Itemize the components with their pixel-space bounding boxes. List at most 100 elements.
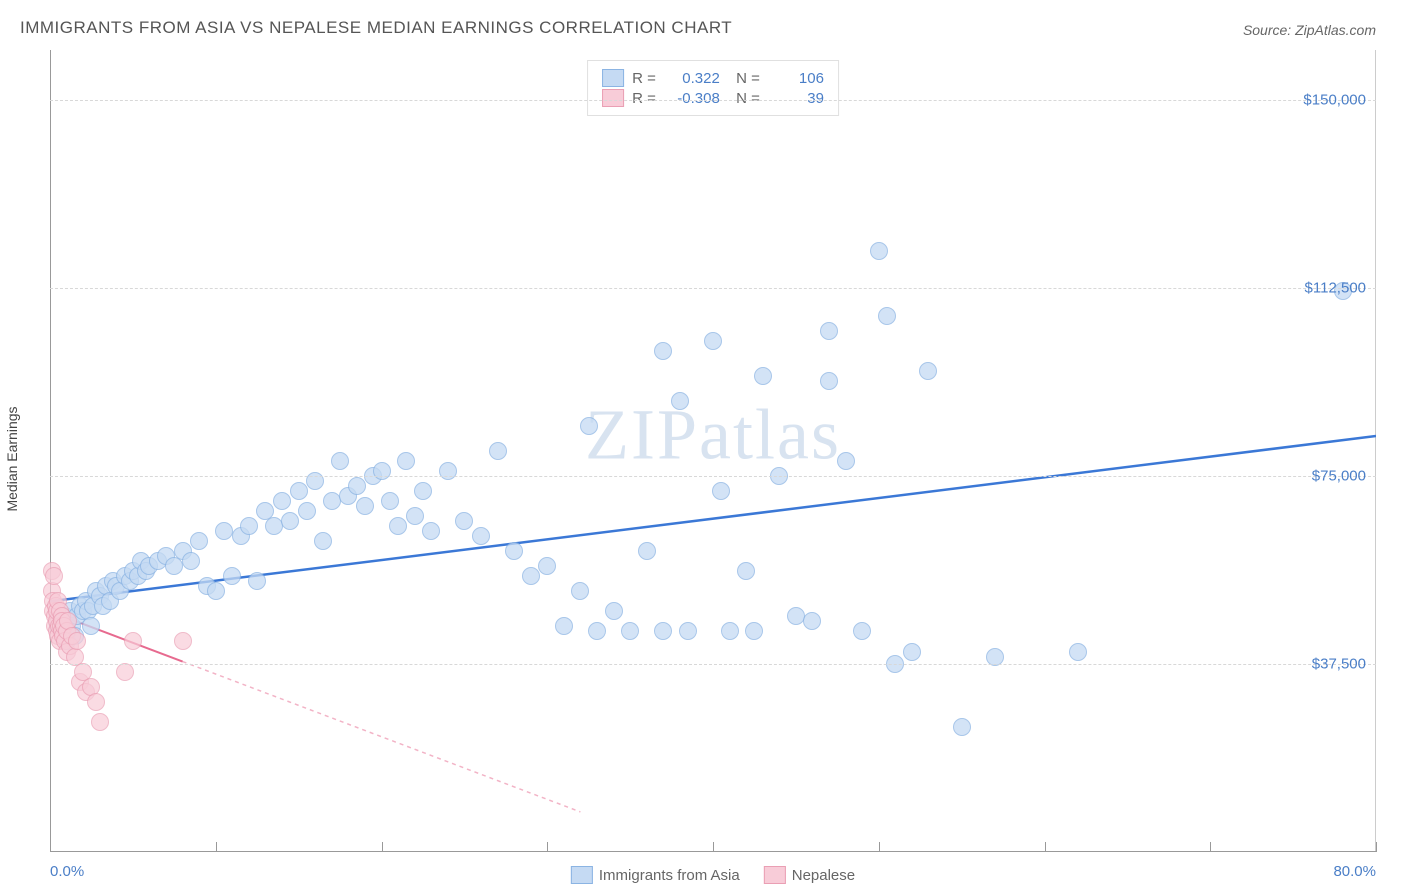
y-axis-label: Median Earnings	[4, 406, 20, 511]
scatter-point	[124, 632, 142, 650]
scatter-point	[68, 632, 86, 650]
scatter-point	[439, 462, 457, 480]
scatter-point	[190, 532, 208, 550]
x-tick	[547, 842, 548, 852]
r-value: 0.322	[664, 70, 720, 87]
x-tick	[1045, 842, 1046, 852]
scatter-point	[986, 648, 1004, 666]
scatter-point	[174, 632, 192, 650]
legend: Immigrants from AsiaNepalese	[571, 866, 855, 884]
y-tick-label: $150,000	[1303, 92, 1366, 109]
x-tick	[1210, 842, 1211, 852]
series-swatch	[602, 69, 624, 87]
scatter-point	[223, 567, 241, 585]
scatter-point	[671, 392, 689, 410]
scatter-point	[870, 242, 888, 260]
x-tick	[713, 842, 714, 852]
scatter-point	[679, 622, 697, 640]
scatter-point	[721, 622, 739, 640]
scatter-point	[919, 362, 937, 380]
x-tick	[50, 842, 51, 852]
legend-swatch	[764, 866, 786, 884]
series-swatch	[602, 89, 624, 107]
n-label: N =	[728, 70, 760, 87]
scatter-point	[538, 557, 556, 575]
n-value: 39	[768, 90, 824, 107]
scatter-point	[1069, 643, 1087, 661]
stats-row: R = 0.322 N = 106	[602, 69, 824, 87]
scatter-point	[754, 367, 772, 385]
scatter-point	[91, 713, 109, 731]
gridline	[50, 476, 1376, 477]
x-axis-start-label: 0.0%	[50, 863, 84, 880]
source-value: ZipAtlas.com	[1295, 22, 1376, 38]
plot-area	[50, 50, 1376, 852]
chart-container: Median Earnings ZIPatlas R =0.322 N =106…	[50, 50, 1376, 852]
scatter-point	[489, 442, 507, 460]
stats-box: R = 0.322 N = 106 R = -0.308 N = 39	[587, 60, 839, 116]
scatter-point	[837, 452, 855, 470]
x-tick	[1376, 842, 1377, 852]
r-label: R =	[632, 90, 656, 107]
source-attribution: Source: ZipAtlas.com	[1243, 22, 1376, 38]
scatter-point	[356, 497, 374, 515]
scatter-point	[381, 492, 399, 510]
scatter-point	[82, 617, 100, 635]
scatter-point	[787, 607, 805, 625]
trend-line-dashed	[183, 662, 581, 812]
n-label: N =	[728, 90, 760, 107]
legend-label: Nepalese	[792, 867, 855, 884]
scatter-point	[654, 622, 672, 640]
scatter-point	[555, 617, 573, 635]
scatter-point	[406, 507, 424, 525]
trend-lines-svg	[50, 50, 1376, 852]
scatter-point	[422, 522, 440, 540]
scatter-point	[803, 612, 821, 630]
scatter-point	[472, 527, 490, 545]
scatter-point	[298, 502, 316, 520]
scatter-point	[820, 372, 838, 390]
scatter-point	[331, 452, 349, 470]
scatter-point	[605, 602, 623, 620]
y-tick-label: $75,000	[1312, 468, 1366, 485]
scatter-point	[182, 552, 200, 570]
scatter-point	[820, 322, 838, 340]
scatter-point	[638, 542, 656, 560]
gridline	[50, 288, 1376, 289]
scatter-point	[45, 567, 63, 585]
scatter-point	[389, 517, 407, 535]
scatter-point	[505, 542, 523, 560]
scatter-point	[265, 517, 283, 535]
y-tick-label: $37,500	[1312, 656, 1366, 673]
x-tick	[382, 842, 383, 852]
n-value: 106	[768, 70, 824, 87]
chart-title: IMMIGRANTS FROM ASIA VS NEPALESE MEDIAN …	[20, 18, 732, 38]
scatter-point	[323, 492, 341, 510]
scatter-point	[712, 482, 730, 500]
scatter-point	[878, 307, 896, 325]
scatter-point	[348, 477, 366, 495]
source-label: Source:	[1243, 22, 1291, 38]
x-axis-end-label: 80.0%	[1333, 863, 1376, 880]
stats-row: R = -0.308 N = 39	[602, 89, 824, 107]
scatter-point	[580, 417, 598, 435]
r-label: R =	[632, 70, 656, 87]
r-value: -0.308	[664, 90, 720, 107]
scatter-point	[248, 572, 266, 590]
scatter-point	[571, 582, 589, 600]
scatter-point	[903, 643, 921, 661]
scatter-point	[745, 622, 763, 640]
scatter-point	[306, 472, 324, 490]
scatter-point	[240, 517, 258, 535]
legend-swatch	[571, 866, 593, 884]
scatter-point	[116, 663, 134, 681]
scatter-point	[281, 512, 299, 530]
scatter-point	[215, 522, 233, 540]
scatter-point	[373, 462, 391, 480]
scatter-point	[654, 342, 672, 360]
scatter-point	[704, 332, 722, 350]
scatter-point	[953, 718, 971, 736]
scatter-point	[737, 562, 755, 580]
scatter-point	[207, 582, 225, 600]
scatter-point	[455, 512, 473, 530]
